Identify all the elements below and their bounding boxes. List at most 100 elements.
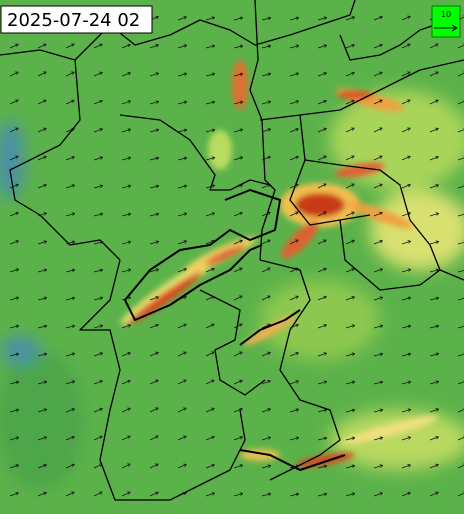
field-streaks — [120, 60, 439, 468]
wind-arrow — [121, 435, 131, 441]
wind-arrow — [233, 295, 243, 301]
wind-arrow — [345, 492, 356, 497]
wind-arrow — [429, 127, 439, 133]
wind-arrow — [93, 268, 104, 273]
wind-arrow — [317, 352, 328, 357]
wind-arrow — [9, 71, 19, 77]
wind-arrow — [205, 100, 216, 105]
wind-arrow — [401, 491, 411, 497]
wind-arrow — [317, 323, 328, 329]
wind-arrow — [429, 184, 440, 189]
wind-arrow — [429, 352, 440, 357]
wind-arrow — [93, 184, 104, 189]
wind-arrow — [177, 435, 187, 441]
wind-arrow — [317, 380, 328, 385]
wind-arrow — [205, 72, 216, 77]
wind-arrow — [401, 408, 412, 413]
wind-arrow — [317, 155, 327, 161]
wind-arrow — [177, 379, 187, 385]
wind-arrow — [9, 380, 20, 385]
timestamp: 2025-07-24 02 — [7, 10, 140, 31]
wind-arrow — [205, 44, 216, 49]
wind-arrow — [345, 267, 356, 273]
wind-arrow — [121, 212, 132, 217]
wind-arrow — [37, 155, 47, 161]
wind-arrow — [177, 407, 187, 413]
wind-arrow — [121, 296, 132, 301]
wind-arrow — [429, 296, 440, 301]
wind-arrow — [121, 463, 131, 469]
wind-arrow — [457, 380, 464, 385]
wind-arrow — [205, 492, 216, 497]
wind-arrow — [177, 44, 188, 49]
wind-arrow — [317, 436, 328, 441]
wind-arrow — [121, 240, 132, 245]
wind-arrow — [373, 183, 383, 189]
wind-arrow — [261, 379, 272, 385]
wind-arrow — [65, 212, 76, 217]
wind-arrow — [401, 296, 412, 301]
wind-arrow — [65, 380, 76, 385]
wind-arrow — [121, 324, 132, 329]
wind-arrow — [121, 184, 132, 189]
wind-arrow — [373, 352, 384, 357]
wind-arrow — [177, 351, 187, 357]
wind-arrow — [401, 436, 412, 441]
wind-arrow — [345, 211, 355, 217]
wind-arrow — [37, 352, 48, 357]
wind-arrow — [149, 240, 160, 245]
wind-arrow — [205, 267, 215, 273]
wind-arrow — [65, 43, 75, 49]
wind-arrow — [289, 295, 299, 301]
wind-arrow — [205, 128, 216, 133]
wind-arrow — [233, 156, 244, 161]
wind-arrow — [233, 72, 244, 77]
wind-arrow — [289, 44, 300, 49]
wind-arrow — [37, 296, 48, 301]
wind-arrow — [233, 323, 243, 329]
wind-arrow — [233, 407, 243, 413]
wind-arrow — [401, 99, 411, 105]
wind-arrow — [93, 156, 104, 161]
wind-arrow — [373, 380, 384, 385]
wind-arrow — [233, 128, 244, 133]
wind-arrow — [429, 155, 440, 161]
wind-arrow — [177, 72, 188, 77]
wind-arrow — [177, 463, 187, 469]
wind-arrow — [65, 296, 76, 301]
wind-arrow — [9, 408, 20, 413]
wind-arrow — [261, 492, 272, 497]
wind-arrow — [373, 408, 384, 413]
wind-arrow — [205, 295, 215, 301]
wind-arrow — [149, 156, 160, 161]
wind-arrow — [289, 72, 300, 77]
wind-arrow — [317, 127, 327, 133]
wind-arrow — [261, 100, 272, 105]
wind-arrow — [373, 436, 384, 441]
timestamp-box — [0, 5, 153, 34]
wind-arrow — [345, 464, 356, 469]
wind-arrow — [429, 99, 439, 105]
wind-arrow — [149, 463, 159, 469]
wind-arrow — [457, 43, 464, 49]
wind-arrow — [457, 463, 464, 469]
wind-arrow — [401, 183, 411, 189]
wind-arrow — [233, 211, 243, 217]
wind-arrow — [37, 268, 48, 273]
wind-arrow — [401, 15, 411, 21]
wind-arrow — [37, 99, 47, 105]
wind-arrow — [457, 127, 464, 133]
wind-arrow — [9, 99, 19, 105]
wind-arrow — [149, 296, 160, 301]
wind-arrow — [317, 492, 328, 497]
wind-arrow — [149, 43, 160, 49]
wind-arrow — [317, 211, 327, 217]
wind-arrow — [317, 183, 327, 189]
wind-arrow — [233, 435, 244, 441]
wind-arrow — [177, 156, 188, 161]
wind-arrow — [149, 491, 159, 497]
wind-arrow — [401, 464, 412, 469]
wind-arrow — [261, 72, 272, 77]
wind-arrow — [289, 239, 299, 245]
wind-arrow — [373, 71, 383, 77]
